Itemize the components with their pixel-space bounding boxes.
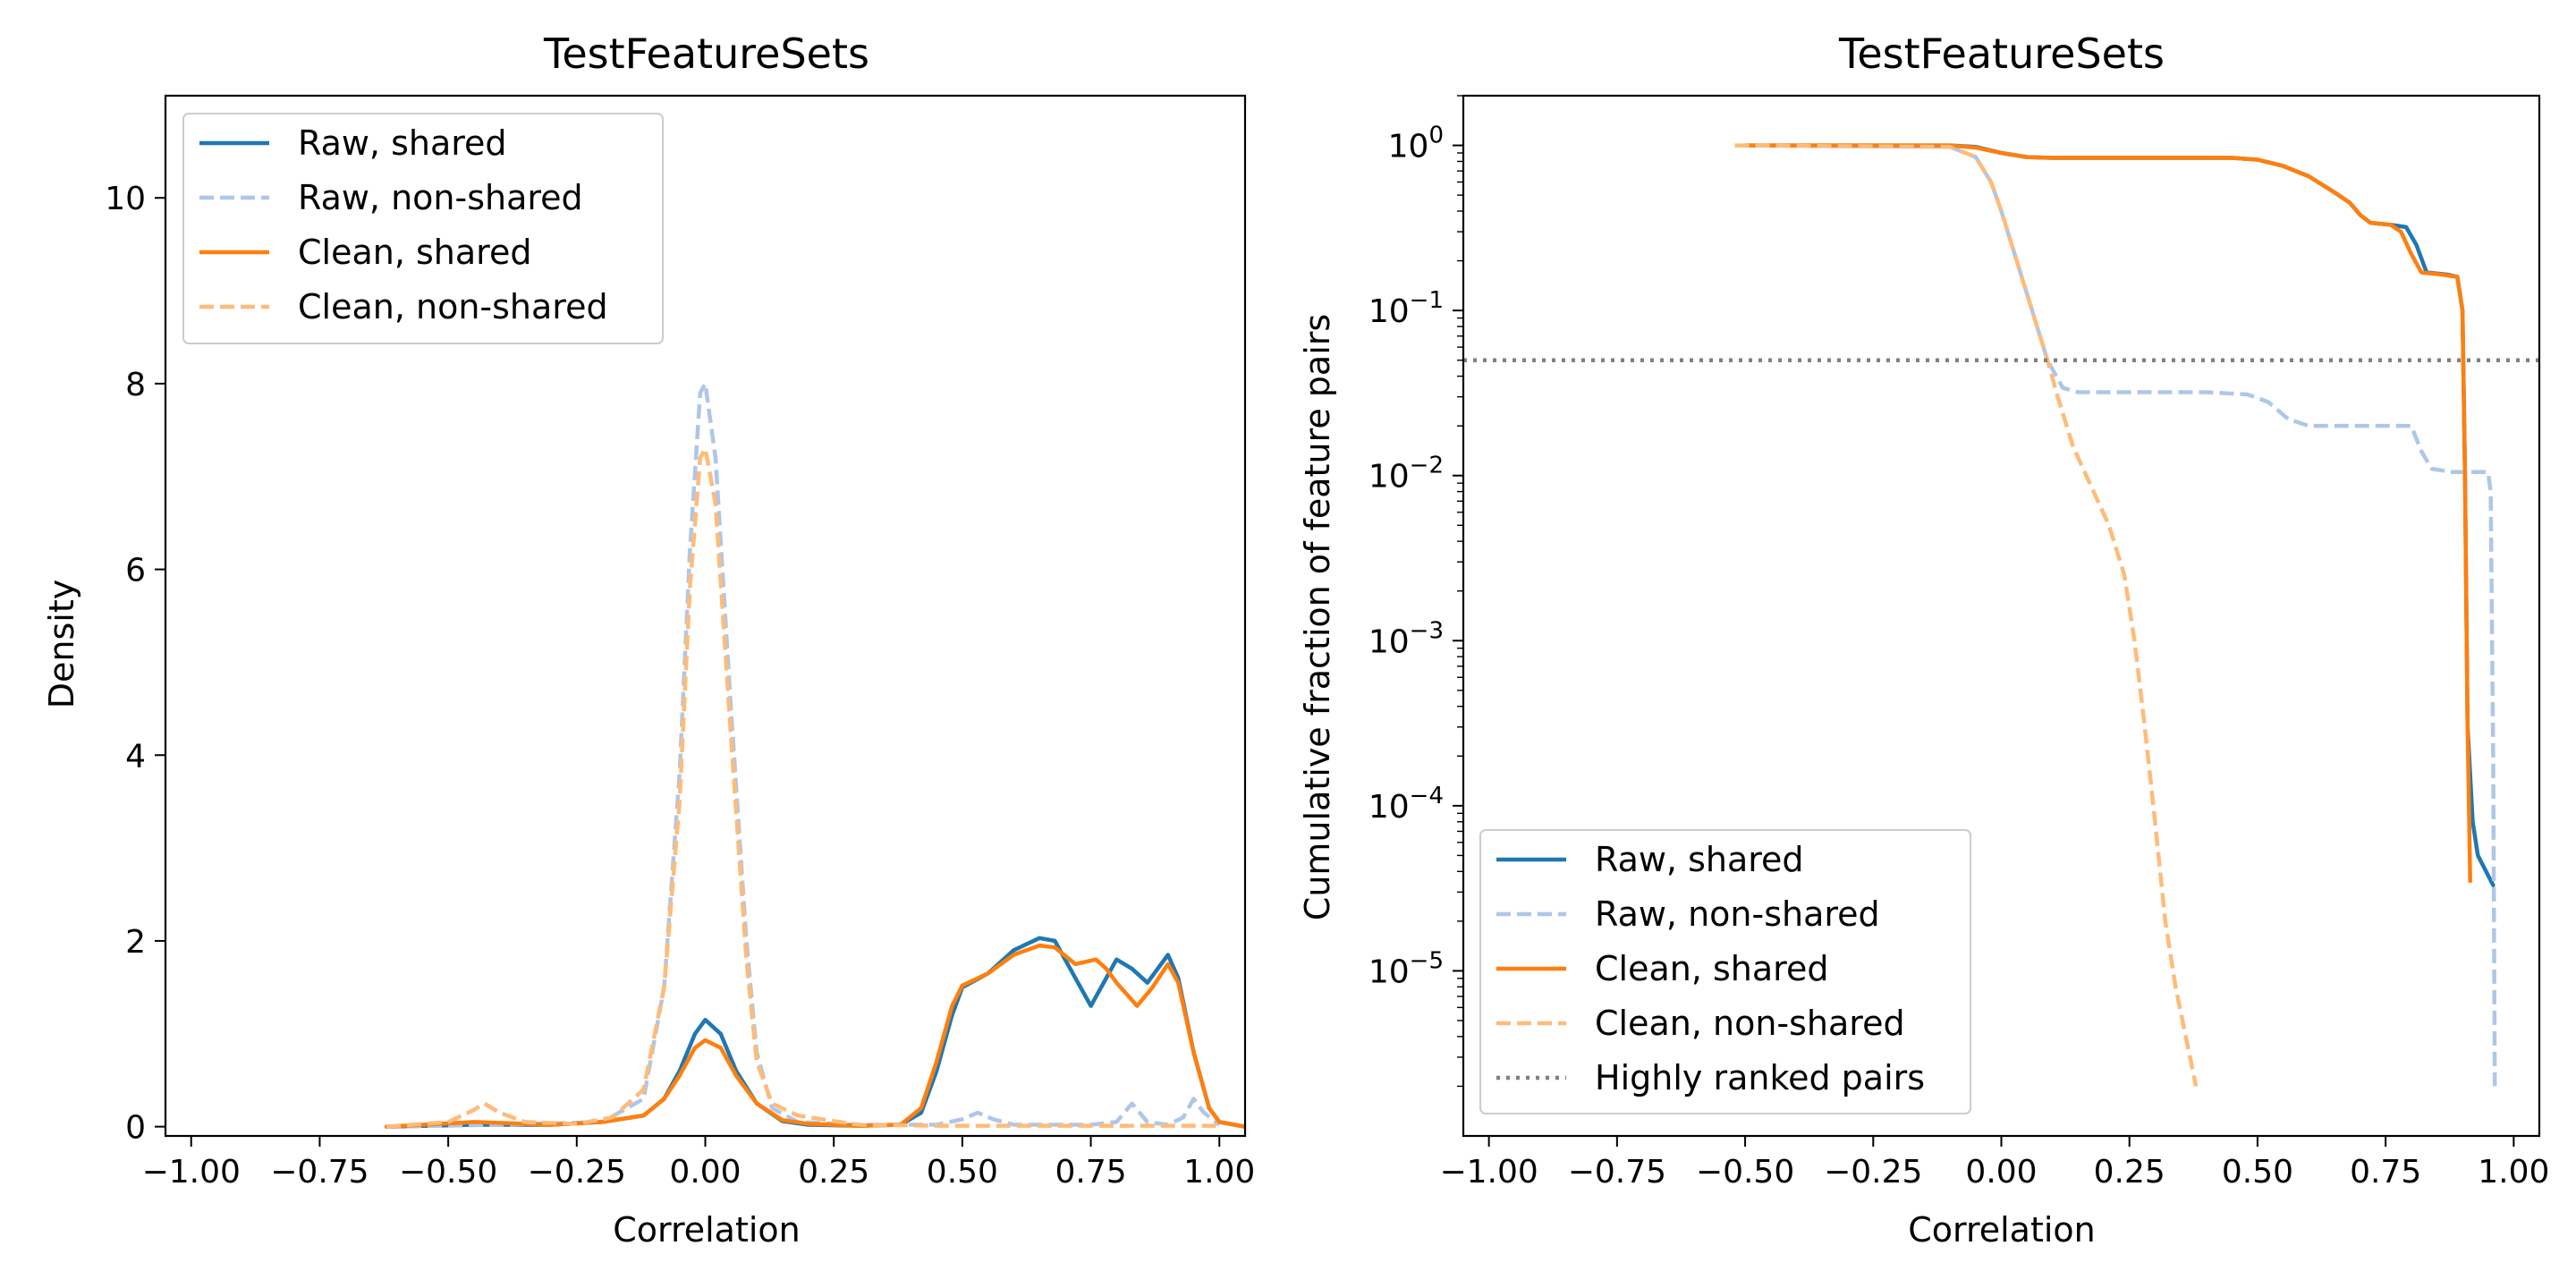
x-tick-label: 1.00 — [1183, 1154, 1255, 1191]
y-tick-label: 6 — [125, 553, 146, 589]
x-tick-label: −0.75 — [1568, 1154, 1666, 1191]
x-tick-label: −1.00 — [142, 1154, 241, 1191]
legend-box — [1479, 829, 1971, 1114]
series-lines — [1463, 143, 2539, 1087]
legend-label: Raw, shared — [1595, 840, 1804, 879]
series-line-3 — [384, 943, 1245, 1129]
x-tick-label: −0.75 — [270, 1154, 369, 1191]
x-tick-label: −1.00 — [1439, 1154, 1538, 1191]
y-tick-label: 0 — [125, 1110, 146, 1147]
chart-title: TestFeatureSets — [1838, 30, 2165, 78]
legend-label: Clean, shared — [298, 233, 531, 272]
series-lines — [384, 381, 1245, 1129]
series-line-4 — [1734, 143, 2199, 1087]
y-tick-label: 100 — [1388, 123, 1444, 165]
x-tick-label: −0.50 — [1696, 1154, 1794, 1191]
plot-area: −1.00 −0.75 −0.50 −0.25 0.00 0.25 0.50 0.75 1.00… — [1368, 94, 2549, 1191]
x-tick-label: 0.50 — [2222, 1154, 2293, 1191]
legend-label: Raw, shared — [298, 123, 507, 163]
y-axis-label: Cumulative fraction of feature pairs — [1298, 314, 1337, 920]
x-tick-label: −0.25 — [1824, 1154, 1922, 1191]
x-tick-label: −0.25 — [528, 1154, 626, 1191]
x-tick-label: 0.25 — [798, 1154, 869, 1191]
y-tick-label: 10−4 — [1368, 783, 1444, 826]
x-axis-label: Correlation — [613, 1210, 801, 1250]
x-axis-label: Correlation — [1908, 1210, 2096, 1250]
series-line-1 — [384, 936, 1245, 1129]
legend-box — [182, 113, 664, 344]
y-axis-label: Density — [42, 580, 81, 708]
density-chart: TestFeatureSets Correlation Density −1.0… — [42, 30, 1255, 1250]
legend-label: Clean, non-shared — [1595, 1004, 1905, 1043]
legend: Raw, shared Raw, non-shared Clean, shared C… — [1479, 829, 1971, 1114]
x-tick-label: −0.50 — [399, 1154, 497, 1191]
chart-title: TestFeatureSets — [543, 30, 869, 78]
y-tick-label: 10−2 — [1368, 453, 1444, 496]
legend: Raw, shared Raw, non-shared Clean, shared C… — [182, 113, 664, 344]
x-tick-label: 0.00 — [1965, 1154, 2037, 1191]
y-tick-label: 4 — [125, 738, 146, 775]
y-tick-label: 10−3 — [1368, 617, 1444, 660]
y-tick-label: 10−1 — [1368, 287, 1444, 330]
series-line-3 — [1742, 143, 2472, 884]
x-tick-label: 0.50 — [927, 1154, 998, 1191]
x-tick-label: 0.75 — [2350, 1154, 2421, 1191]
x-tick-label: 0.75 — [1055, 1154, 1126, 1191]
legend-label: Raw, non-shared — [298, 178, 583, 217]
series-line-2 — [386, 381, 1221, 1129]
legend-label: Clean, non-shared — [298, 287, 608, 326]
plot-area: −1.00 −0.75 −0.50 −0.25 0.00 0.25 0.50 0.75 1.00… — [105, 94, 1255, 1191]
series-line-1 — [1742, 143, 2496, 887]
y-tick-label: 2 — [125, 924, 146, 961]
x-tick-label: 0.00 — [669, 1154, 741, 1191]
x-tick-label: 0.25 — [2094, 1154, 2165, 1191]
series-line-4 — [386, 446, 1220, 1129]
legend-label: Clean, shared — [1595, 949, 1828, 988]
y-tick-label: 10−5 — [1368, 947, 1444, 990]
y-tick-label: 8 — [125, 367, 146, 403]
legend-label: Raw, non-shared — [1595, 894, 1880, 934]
legend-label: Highly ranked pairs — [1595, 1058, 1925, 1097]
y-tick-label: 10 — [105, 181, 146, 217]
cumulative-chart: TestFeatureSets Correlation Cumulative f… — [1298, 30, 2549, 1250]
x-tick-label: 1.00 — [2478, 1154, 2549, 1191]
